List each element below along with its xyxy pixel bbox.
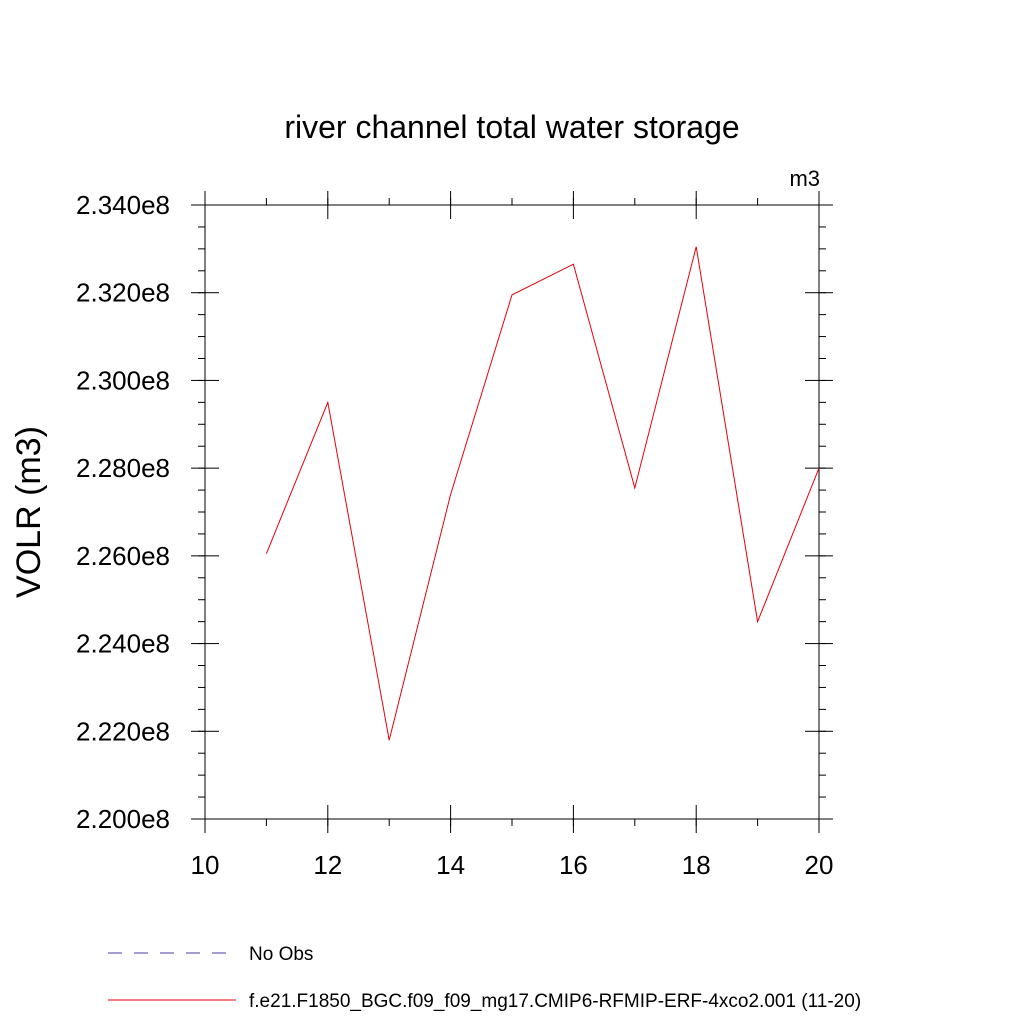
x-tick-label: 14	[436, 850, 465, 880]
y-tick-label: 2.300e8	[76, 365, 170, 395]
x-tick-label: 18	[682, 850, 711, 880]
x-tick-label: 16	[559, 850, 588, 880]
chart-title: river channel total water storage	[284, 109, 739, 145]
y-axis-label: VOLR (m3)	[10, 426, 48, 598]
y-tick-label: 2.220e8	[76, 716, 170, 746]
y-tick-label: 2.260e8	[76, 541, 170, 571]
plot-frame	[204, 204, 820, 820]
y-tick-label: 2.320e8	[76, 278, 170, 308]
tick-labels: 10 12 14 16 18 20 2.200e8 2.220e8 2.240e8 2.260e8…	[76, 190, 833, 880]
legend-label: f.e21.F1850_BGC.f09_f09_mg17.CMIP6-RFMIP…	[249, 991, 861, 1012]
legend: No Obs f.e21.F1850_BGC.f09_f09_mg17.CMIP6…	[108, 944, 861, 1012]
y-tick-label: 2.280e8	[76, 453, 170, 483]
units-label: m3	[789, 166, 820, 191]
y-tick-label: 2.240e8	[76, 629, 170, 659]
series-line	[265, 246, 820, 741]
y-tick-label: 2.200e8	[76, 804, 170, 834]
axis-ticks	[191, 191, 833, 833]
legend-label: No Obs	[249, 944, 313, 965]
series-group	[265, 246, 820, 741]
x-tick-label: 12	[313, 850, 342, 880]
y-tick-label: 2.340e8	[76, 190, 170, 220]
x-tick-label: 20	[805, 850, 834, 880]
x-tick-label: 10	[191, 850, 220, 880]
